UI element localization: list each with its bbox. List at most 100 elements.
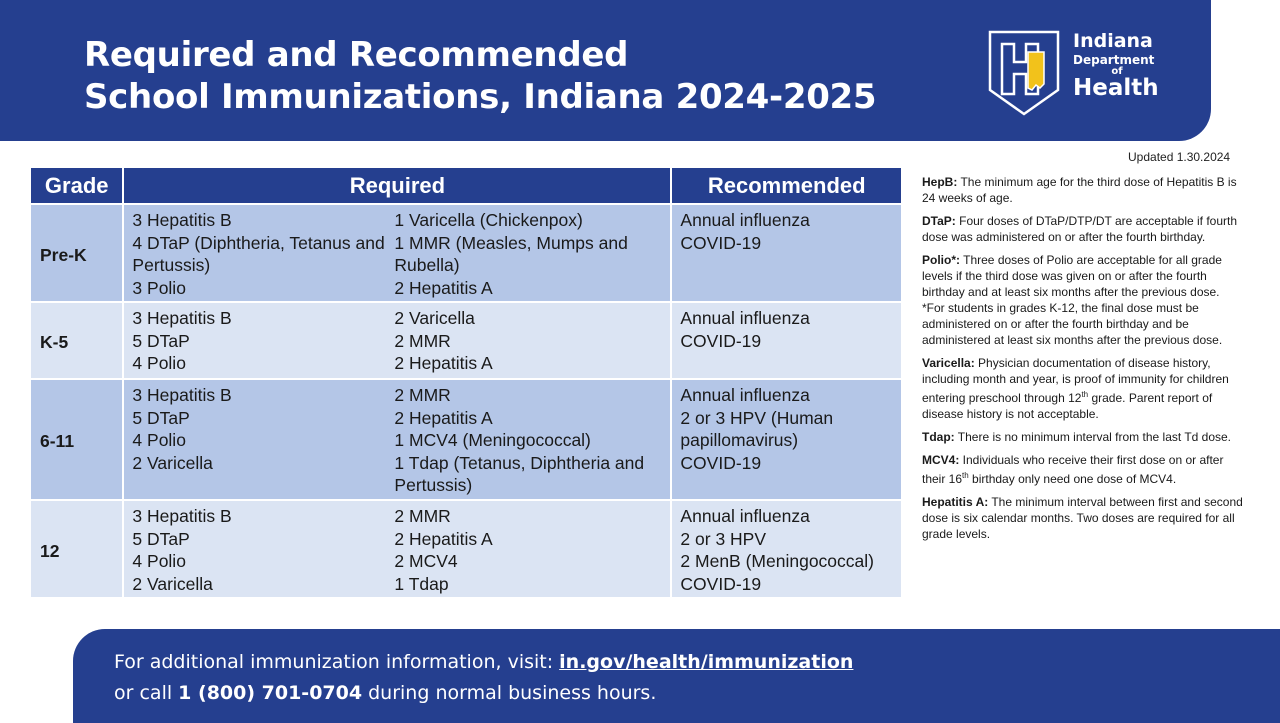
note-hepb-text: The minimum age for the third dose of He… — [922, 175, 1237, 205]
table-header-row: Grade Required Recommended — [31, 168, 901, 205]
recommended-item: COVID-19 — [680, 573, 762, 594]
note-varicella-text-after: grade. Parent report of disease history … — [922, 391, 1213, 421]
note-hepa-text: The minimum interval between first and s… — [922, 495, 1243, 541]
vaccine-item: 2 Hepatitis A — [394, 407, 493, 428]
note-polio-term: Polio — [922, 253, 952, 267]
title-line-1: Required and Recommended — [84, 35, 629, 75]
logo-line-indiana: Indiana — [1073, 30, 1153, 52]
vaccine-item: 3 Polio — [132, 277, 186, 298]
grade-cell: Pre-K — [31, 205, 125, 303]
footer-line-1: For additional immunization information,… — [114, 647, 853, 678]
note-varicella: Varicella: Physician documentation of di… — [922, 355, 1247, 422]
grade-cell: 12 — [31, 501, 125, 599]
note-dtap-text: Four doses of DTaP/DTP/DT are acceptable… — [922, 214, 1238, 244]
vaccine-item: 1 Tdap — [394, 573, 449, 594]
grade-cell: 6-11 — [31, 380, 125, 501]
footer-banner: For additional immunization information,… — [73, 629, 1280, 723]
vaccine-item: 2 Varicella — [132, 452, 213, 473]
note-polio-footnote: *For students in grades K-12, the final … — [922, 301, 1223, 347]
vaccine-item: 2 Varicella — [132, 573, 213, 594]
note-varicella-sup: th — [1081, 390, 1089, 399]
vaccine-item: 2 MMR — [394, 330, 451, 351]
page-title: Required and Recommended School Immuniza… — [84, 34, 877, 118]
vaccine-item: 5 DTaP — [132, 407, 190, 428]
recommended-item: Annual influenza — [680, 506, 810, 526]
note-mcv4: MCV4: Individuals who receive their firs… — [922, 452, 1247, 487]
recommended-cell: Annual influenza COVID-19 — [672, 205, 901, 303]
recommended-item: COVID-19 — [680, 452, 762, 473]
vaccine-item: 2 Hepatitis A — [394, 528, 493, 549]
grade-cell: K-5 — [31, 303, 125, 380]
vaccine-item: 5 DTaP — [132, 330, 190, 351]
title-line-2: School Immunizations, Indiana 2024-2025 — [84, 77, 877, 117]
recommended-item: 2 or 3 HPV — [680, 528, 767, 549]
footer-call-text: or call — [114, 682, 179, 704]
indiana-state-outline-icon — [988, 30, 1060, 116]
note-hepa-term: Hepatitis A: — [922, 495, 989, 509]
note-mcv4-text: Individuals who receive their first dose… — [922, 453, 1224, 486]
phone-number[interactable]: 1 (800) 701-0704 — [178, 682, 363, 704]
vaccine-item: 3 Hepatitis B — [132, 506, 232, 526]
vaccine-item: 5 DTaP — [132, 528, 190, 549]
vaccine-item: 3 Hepatitis B — [132, 308, 232, 328]
vaccine-item: 2 Varicella — [394, 308, 475, 328]
vaccine-item: 4 Polio — [132, 551, 186, 571]
recommended-item: COVID-19 — [680, 330, 762, 351]
logo-line-department: Department — [1073, 53, 1155, 67]
recommended-item: Annual influenza — [680, 210, 810, 230]
note-hepa: Hepatitis A: The minimum interval betwee… — [922, 494, 1247, 542]
vaccine-item: 2 MMR — [394, 506, 451, 526]
required-column-right: 1 Varicella (Chickenpox) 1 MMR (Measles, … — [394, 209, 662, 299]
required-column-right: 2 Varicella 2 MMR 2 Hepatitis A — [394, 307, 662, 375]
note-hepb: HepB: The minimum age for the third dose… — [922, 174, 1247, 206]
recommended-cell: Annual influenza COVID-19 — [672, 303, 901, 380]
note-mcv4-term: MCV4: — [922, 453, 960, 467]
footer-line-2: or call 1 (800) 701-0704 during normal b… — [114, 678, 853, 709]
note-dtap-term: DTaP: — [922, 214, 956, 228]
note-polio-asterisk: *: — [951, 253, 961, 267]
footer-hours-text: during normal business hours. — [362, 682, 657, 704]
vaccine-item: 1 MCV4 (Meningococcal) — [394, 430, 591, 450]
note-polio-text: Three doses of Polio are acceptable for … — [922, 253, 1222, 299]
note-varicella-text: Physician documentation of disease histo… — [922, 356, 1229, 405]
note-tdap-term: Tdap: — [922, 430, 955, 444]
recommended-item: 2 or 3 HPV (Human papillomavirus) — [680, 407, 834, 451]
note-dtap: DTaP: Four doses of DTaP/DTP/DT are acce… — [922, 213, 1247, 245]
header-banner: Required and Recommended School Immuniza… — [0, 0, 1211, 141]
note-mcv4-text-after: birthday only need one dose of MCV4. — [968, 472, 1177, 486]
footer-visit-text: For additional immunization information,… — [114, 651, 560, 673]
notes-panel: HepB: The minimum age for the third dose… — [922, 174, 1247, 549]
vaccine-item: 1 MMR (Measles, Mumps and Rubella) — [394, 232, 628, 276]
vaccine-item: 1 Varicella (Chickenpox) — [394, 210, 583, 230]
recommended-item: Annual influenza — [680, 385, 810, 405]
updated-date: Updated 1.30.2024 — [1128, 150, 1231, 164]
note-varicella-term: Varicella: — [922, 356, 975, 370]
vaccine-item: 1 Tdap (Tetanus, Diphtheria and Pertussi… — [394, 452, 645, 496]
footer-text: For additional immunization information,… — [114, 647, 853, 709]
immunization-table: Grade Required Recommended Pre-K 3 Hepati… — [31, 168, 901, 599]
header-required: Required — [124, 168, 673, 205]
recommended-cell: Annual influenza 2 or 3 HPV (Human papill… — [672, 380, 901, 501]
vaccine-item: 3 Hepatitis B — [132, 210, 232, 230]
header-grade: Grade — [31, 168, 125, 205]
logo-wordmark: Indiana Department of Health — [1073, 32, 1161, 100]
recommended-item: COVID-19 — [680, 232, 762, 253]
logo-line-of: of — [1111, 66, 1123, 77]
vaccine-item: 4 DTaP (Diphtheria, Tetanus and Pertussi… — [132, 232, 385, 276]
vaccine-item: 2 MCV4 — [394, 551, 458, 571]
immunization-link[interactable]: in.gov/health/immunization — [559, 651, 854, 673]
vaccine-item: 3 Hepatitis B — [132, 385, 232, 405]
recommended-item: Annual influenza — [680, 308, 810, 328]
